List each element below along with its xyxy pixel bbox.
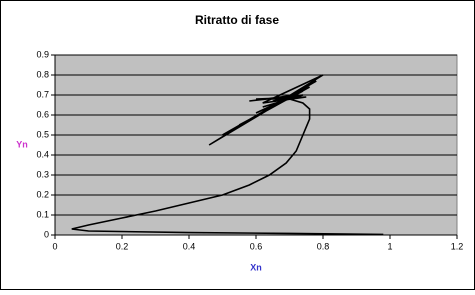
y-tick-label: 0.4 xyxy=(36,149,49,159)
y-tick-label: 0 xyxy=(44,229,49,239)
x-tick-label: 0.4 xyxy=(183,241,196,251)
x-axis-label: Xn xyxy=(250,262,262,272)
plot-area xyxy=(54,54,458,236)
y-tick-label: 0.8 xyxy=(36,69,49,79)
data-line xyxy=(71,74,384,236)
y-tick-label: 0.2 xyxy=(36,189,49,199)
y-tick-label: 0.7 xyxy=(36,89,49,99)
y-tick-label: 0.5 xyxy=(36,129,49,139)
y-axis-label: Yn xyxy=(16,139,28,149)
x-tick-label: 0.6 xyxy=(250,241,263,251)
y-tick-label: 0.9 xyxy=(36,49,49,59)
chart-title: Ritratto di fase xyxy=(195,13,279,27)
x-tick-label: 0.8 xyxy=(317,241,330,251)
y-tick-label: 0.1 xyxy=(36,209,49,219)
x-tick-label: 0 xyxy=(52,241,57,251)
x-tick-label: 1 xyxy=(387,241,392,251)
x-tick-label: 1.2 xyxy=(451,241,464,251)
y-tick-label: 0.6 xyxy=(36,109,49,119)
y-tick-label: 0.3 xyxy=(36,169,49,179)
x-tick-label: 0.2 xyxy=(116,241,129,251)
